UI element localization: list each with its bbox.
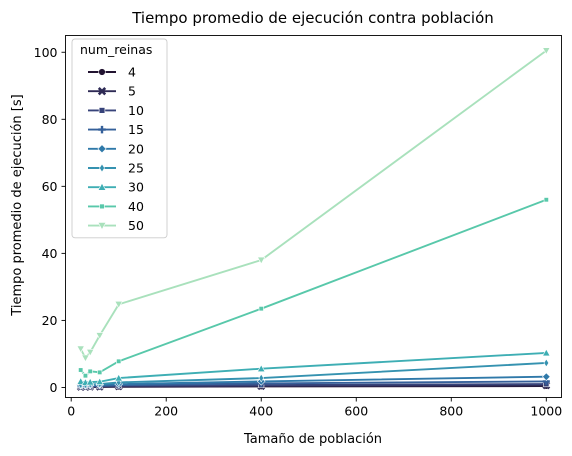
legend-entry: 10 — [88, 103, 144, 118]
x-tick-label: 400 — [249, 404, 273, 419]
legend-entry: 15 — [88, 122, 144, 137]
y-tick-label: 80 — [42, 112, 58, 127]
data-point — [114, 301, 123, 309]
data-point — [78, 367, 84, 373]
series-40 — [78, 197, 549, 379]
y-tick-label: 100 — [34, 45, 58, 60]
data-point — [543, 197, 549, 203]
data-point — [76, 345, 85, 354]
legend-label: 10 — [128, 103, 144, 118]
data-point — [257, 256, 266, 265]
data-point — [97, 182, 107, 191]
legend-entry: 20 — [88, 141, 144, 156]
legend: num_reinas 4 5 10 15 20 25 30 40 50 — [71, 38, 168, 239]
data-point — [258, 306, 264, 312]
data-point — [116, 358, 122, 364]
x-tick-label: 200 — [154, 404, 178, 419]
data-point — [99, 203, 105, 210]
x-tick-label: 0 — [67, 404, 75, 419]
data-point — [98, 68, 106, 76]
data-point — [543, 358, 550, 368]
legend-entry: 30 — [88, 180, 144, 195]
data-point — [87, 368, 93, 374]
data-point — [257, 364, 266, 372]
series-layer — [76, 47, 551, 391]
data-point — [258, 373, 264, 383]
legend-label: 30 — [128, 180, 144, 195]
y-tick-label: 0 — [50, 380, 58, 395]
legend-entry: 5 — [88, 84, 136, 99]
legend-entry: 40 — [88, 199, 144, 214]
data-point — [86, 377, 95, 386]
x-axis-label: Tamaño de población — [243, 432, 382, 447]
series-50 — [76, 47, 551, 363]
legend-box — [71, 38, 168, 239]
y-tick-label: 60 — [42, 179, 58, 194]
y-tick-label: 20 — [42, 313, 58, 328]
data-point — [99, 163, 105, 173]
data-point — [98, 107, 106, 114]
x-tick-label: 600 — [344, 404, 368, 419]
series-30 — [76, 348, 551, 386]
data-point — [95, 332, 104, 340]
x-tick-label: 800 — [439, 404, 463, 419]
data-point — [114, 373, 123, 382]
legend-entry: 50 — [88, 218, 144, 233]
legend-label: 5 — [128, 84, 136, 99]
x-tick-label: 1000 — [530, 404, 562, 419]
data-point — [97, 87, 107, 96]
data-point — [97, 222, 107, 231]
legend-label: 25 — [128, 161, 144, 176]
chart-title: Tiempo promedio de ejecución contra pobl… — [131, 9, 494, 27]
axis-ticks: 0 200 400 600 800 1000 0 20 40 60 80 100 — [34, 45, 563, 419]
legend-entry: 4 — [88, 65, 136, 80]
y-axis-label: Tiempo promedio de ejecución [s] — [10, 94, 25, 316]
data-point — [76, 377, 85, 385]
data-point — [98, 125, 106, 134]
legend-entry: 25 — [88, 161, 144, 176]
y-tick-label: 40 — [42, 246, 58, 261]
data-point — [81, 354, 90, 363]
data-point — [86, 349, 95, 357]
data-point — [97, 369, 103, 375]
data-point — [97, 144, 107, 154]
legend-label: 4 — [128, 65, 136, 80]
legend-label: 15 — [128, 122, 144, 137]
plot-frame — [65, 35, 562, 398]
legend-label: 40 — [128, 199, 144, 214]
data-point — [542, 348, 551, 357]
data-point — [542, 47, 551, 55]
legend-label: 50 — [128, 218, 144, 233]
legend-title: num_reinas — [80, 42, 152, 57]
data-point — [82, 373, 88, 379]
legend-label: 20 — [128, 141, 144, 156]
data-point — [95, 377, 104, 385]
data-point — [542, 372, 551, 381]
